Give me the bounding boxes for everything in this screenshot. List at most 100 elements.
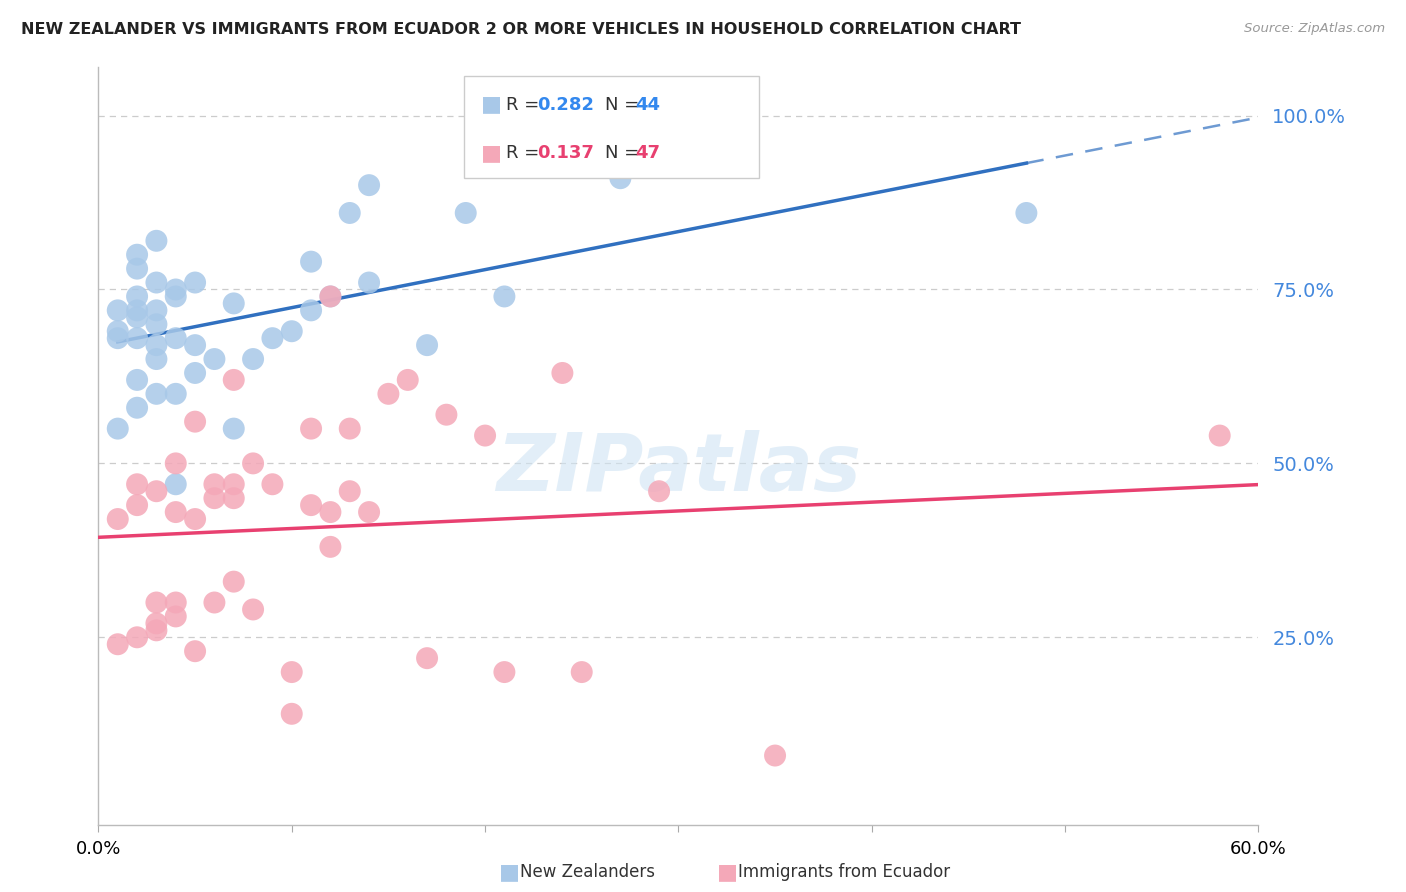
Point xyxy=(416,338,439,352)
Point xyxy=(204,352,226,367)
Text: ■: ■ xyxy=(481,143,502,162)
Point xyxy=(262,331,284,345)
Point xyxy=(494,665,516,679)
Point xyxy=(165,387,187,401)
Point xyxy=(165,283,187,297)
Point xyxy=(127,477,149,491)
Point xyxy=(127,289,149,303)
Point xyxy=(222,477,245,491)
Point xyxy=(299,254,322,268)
Point xyxy=(184,415,207,429)
Point xyxy=(165,477,187,491)
Point xyxy=(242,352,264,367)
Point xyxy=(299,498,322,512)
Text: 44: 44 xyxy=(636,95,661,113)
Point xyxy=(127,248,149,262)
Point xyxy=(145,352,167,367)
Point xyxy=(359,505,381,519)
Point xyxy=(184,366,207,380)
Point xyxy=(609,171,631,186)
Point xyxy=(359,178,381,193)
Point xyxy=(145,338,167,352)
Point xyxy=(416,651,439,665)
Point xyxy=(184,338,207,352)
Point xyxy=(222,422,245,436)
Point xyxy=(339,206,361,220)
Point xyxy=(145,624,167,638)
Point xyxy=(127,261,149,276)
Point xyxy=(571,665,593,679)
Text: 47: 47 xyxy=(636,144,661,161)
Point xyxy=(127,498,149,512)
Text: Immigrants from Ecuador: Immigrants from Ecuador xyxy=(738,863,950,881)
Text: ZIPatlas: ZIPatlas xyxy=(496,430,860,508)
Text: ■: ■ xyxy=(717,863,738,882)
Point xyxy=(494,289,516,303)
Point xyxy=(222,491,245,505)
Point xyxy=(319,505,342,519)
Point xyxy=(242,602,264,616)
Point xyxy=(222,373,245,387)
Point xyxy=(339,422,361,436)
Point xyxy=(281,324,304,338)
Point xyxy=(145,276,167,290)
Point xyxy=(222,296,245,310)
Point xyxy=(107,512,129,526)
Point xyxy=(204,477,226,491)
Point xyxy=(648,484,671,499)
Point xyxy=(107,422,129,436)
Point xyxy=(127,310,149,325)
Point xyxy=(127,630,149,644)
Text: R =: R = xyxy=(506,95,546,113)
Text: N =: N = xyxy=(605,144,644,161)
Point xyxy=(165,289,187,303)
Point xyxy=(165,456,187,470)
Point xyxy=(222,574,245,589)
Point xyxy=(396,373,419,387)
Point xyxy=(377,387,399,401)
Point xyxy=(165,595,187,609)
Point xyxy=(145,234,167,248)
Text: ■: ■ xyxy=(481,95,502,114)
Point xyxy=(262,477,284,491)
Point xyxy=(281,706,304,721)
Point xyxy=(319,540,342,554)
Point xyxy=(339,484,361,499)
Point xyxy=(145,387,167,401)
Text: ■: ■ xyxy=(499,863,520,882)
Point xyxy=(107,331,129,345)
Point xyxy=(165,609,187,624)
Point xyxy=(145,484,167,499)
Point xyxy=(145,616,167,631)
Point xyxy=(127,401,149,415)
Point xyxy=(127,303,149,318)
Point xyxy=(107,324,129,338)
Point xyxy=(319,289,342,303)
Point xyxy=(436,408,458,422)
Point xyxy=(165,331,187,345)
Text: NEW ZEALANDER VS IMMIGRANTS FROM ECUADOR 2 OR MORE VEHICLES IN HOUSEHOLD CORRELA: NEW ZEALANDER VS IMMIGRANTS FROM ECUADOR… xyxy=(21,22,1021,37)
Point xyxy=(454,206,477,220)
Point xyxy=(107,637,129,651)
Point xyxy=(165,505,187,519)
Point xyxy=(1015,206,1038,220)
Point xyxy=(242,456,264,470)
Text: 0.282: 0.282 xyxy=(537,95,595,113)
Text: N =: N = xyxy=(605,95,644,113)
Point xyxy=(299,422,322,436)
Point xyxy=(145,303,167,318)
Point xyxy=(145,595,167,609)
Point xyxy=(551,366,574,380)
Point xyxy=(204,491,226,505)
Point xyxy=(204,595,226,609)
Point xyxy=(127,331,149,345)
Point xyxy=(1209,428,1232,442)
Point xyxy=(359,276,381,290)
Point xyxy=(763,748,786,763)
Point xyxy=(299,303,322,318)
Point xyxy=(127,373,149,387)
Text: 0.137: 0.137 xyxy=(537,144,593,161)
Point xyxy=(281,665,304,679)
Point xyxy=(319,289,342,303)
Text: R =: R = xyxy=(506,144,546,161)
